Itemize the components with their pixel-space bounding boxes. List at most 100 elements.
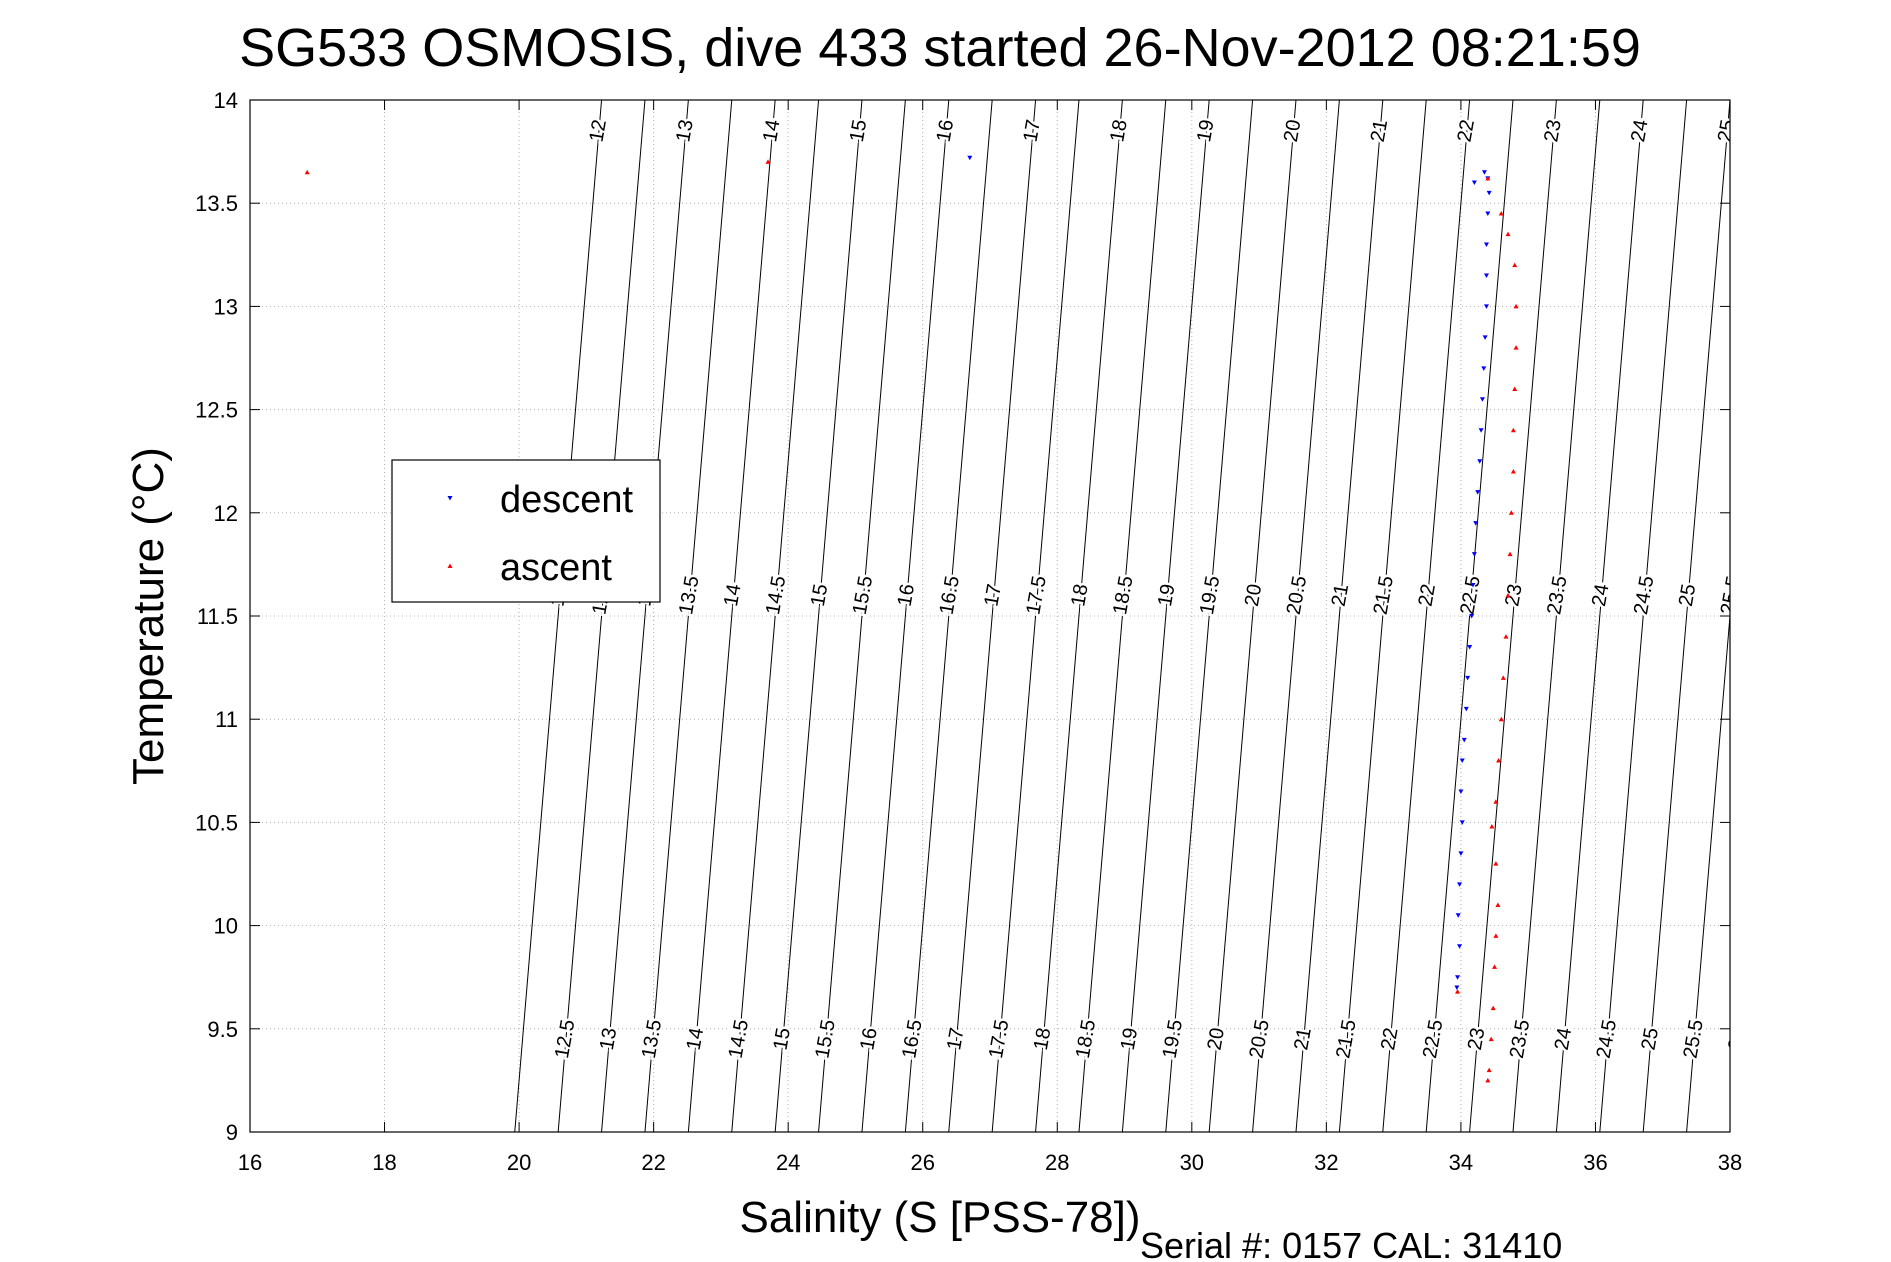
isopycnal-line [1686,610,1730,1132]
contour-label: 26.5 [1766,1018,1794,1060]
isopycnal-line [1338,100,1427,1132]
isopycnal-line [1469,100,1557,1132]
descent-point [1482,335,1488,340]
descent-point [1457,882,1463,887]
descent-point [1459,820,1465,825]
y-tick-label: 9 [226,1120,238,1145]
y-tick-label: 13.5 [195,191,238,216]
contour-label: 26 [1762,582,1788,608]
contour-label: 24 [1588,582,1614,608]
contour-label: 17 [1019,118,1045,144]
ascent-point [765,159,771,164]
contour-label: 14 [759,118,785,144]
ascent-point [1493,799,1499,804]
ascent-point [1493,861,1499,866]
legend-marker-ascent [447,563,453,568]
descent-point [1465,675,1471,681]
contour-label: 15 [770,1026,796,1052]
isopycnal-line [774,100,863,1132]
ascent-point [1510,427,1516,433]
x-tick-label: 36 [1583,1150,1607,1175]
ascent-point [1489,824,1495,829]
contour-label: 21 [1328,582,1354,608]
ascent-point [1510,469,1516,474]
isopycnal-line [1425,100,1514,1132]
ascent-point [1492,964,1498,969]
grid [250,100,1730,1132]
isopycnal-line [687,100,776,1132]
contour-label: 27 [1811,1026,1837,1052]
contour-label: 26.5 [1804,574,1832,616]
contour-label: 16 [894,582,920,608]
descent-point [1481,366,1487,371]
contour-label: 14 [720,582,746,608]
contour-label: 15 [807,582,833,608]
ascent-point [304,169,310,175]
descent-point [1459,758,1465,763]
contour-label: 18 [1106,118,1132,144]
ascent-point [1455,989,1461,994]
contour-label: 19 [1193,118,1219,144]
x-tick-label: 32 [1314,1150,1338,1175]
descent-point [1477,459,1483,464]
x-tick-label: 24 [776,1150,800,1175]
contour-label: 24 [1627,118,1653,144]
x-tick-label: 22 [641,1150,665,1175]
isopycnal-line [1078,100,1167,1132]
contour-label: 23 [1540,118,1566,144]
contour-label: 13 [596,1026,622,1052]
contour-label: 27 [1888,118,1891,144]
contour-label: 27.5 [1853,1018,1881,1060]
ascent-point [1498,716,1504,722]
descent-point [1471,552,1477,557]
ascent-point [1512,262,1518,268]
contour-label: 20 [1280,118,1306,144]
isopycnal-line [1599,100,1688,1132]
isopycnal-line [1035,100,1123,1132]
contour-label: 17 [943,1026,969,1052]
x-tick-label: 38 [1718,1150,1742,1175]
descent-point [1467,644,1473,650]
descent-point [1457,944,1463,949]
y-axis-label: Temperature (°C) [124,447,173,785]
isopycnal-line [904,100,993,1132]
contour-label: 21 [1367,118,1393,144]
ascent-point [1493,933,1499,938]
isopycnal-line [1729,1126,1730,1132]
legend-box [391,459,661,603]
isopycnal-line [948,100,1037,1132]
isopycnal-line [1382,100,1471,1132]
isopycnal-line [1295,100,1384,1132]
legend-label-ascent: ascent [500,547,612,589]
descent-point [1478,428,1484,433]
ascent-point [1485,175,1491,181]
contour-label: 22 [1454,118,1480,144]
contour-label: 19 [1117,1026,1143,1052]
descent-point [1483,242,1489,247]
isopycnal-line [1252,100,1340,1132]
y-tick-label: 10.5 [195,810,238,835]
contour-label: 18 [1067,582,1093,608]
descent-point [1475,490,1481,495]
isopycnal-line [1208,100,1297,1132]
contour-label: 23 [1464,1026,1490,1052]
descent-point [1483,273,1489,278]
ascent-point [1507,551,1513,557]
descent-point [1470,583,1476,588]
legend-marker-descent [447,496,453,501]
descent-point [1458,789,1464,794]
contour-label: 27 [1848,582,1874,608]
series-ascent [304,159,1519,1083]
isopycnal-line [601,100,689,1132]
descent-point [1483,304,1489,309]
ascent-point [1486,1067,1492,1073]
contour-label: 20 [1241,582,1267,608]
contour-label: 13 [672,118,698,144]
contour-label: 12 [585,118,611,144]
ascent-point [1505,592,1511,598]
series-descent [967,155,1492,991]
isopycnal-line [861,100,950,1132]
isopycnal-line [1817,100,1891,1132]
